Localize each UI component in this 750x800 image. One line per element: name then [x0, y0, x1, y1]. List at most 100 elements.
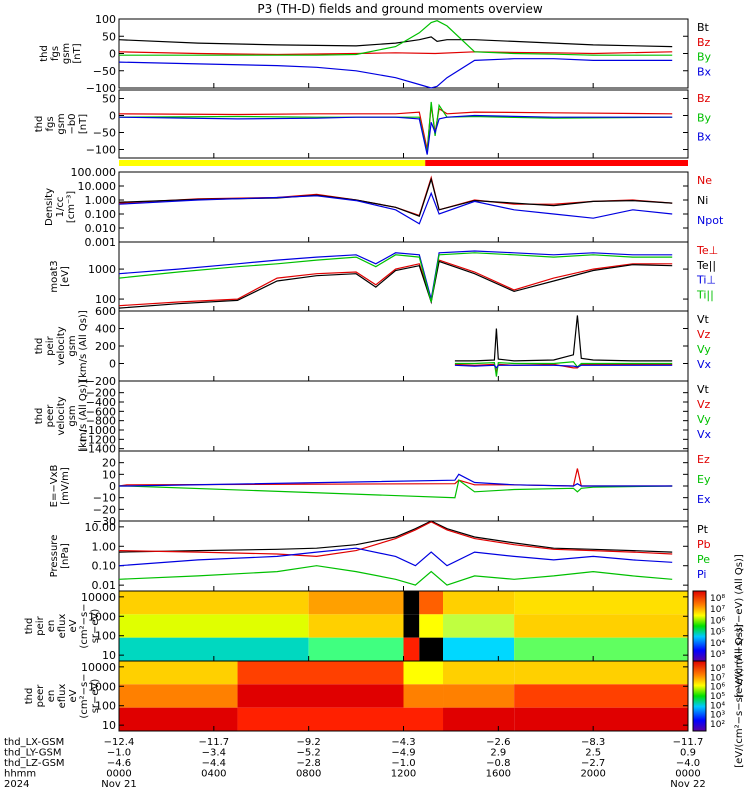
colorbar-tick-label: 10⁵ — [710, 692, 725, 702]
series-line-red — [118, 468, 673, 487]
y-tick-label: 100 — [95, 293, 116, 306]
x-row-value: −9.2 — [297, 737, 321, 748]
y-axis-label-line: eV — [68, 689, 79, 702]
colorbar-tick-label: 10⁶ — [710, 683, 725, 693]
y-tick-label: 50 — [102, 30, 116, 43]
legend-entry: By — [697, 111, 712, 124]
spectrogram-cell — [237, 707, 404, 731]
series-line-green — [119, 479, 673, 499]
x-row-value: −11.7 — [199, 737, 230, 748]
legend-entry: Ex — [697, 493, 711, 506]
spectrogram-cell — [443, 637, 515, 661]
x-row-label: thd_LY-GSM — [4, 748, 61, 759]
legend-entry: Vt — [697, 313, 710, 326]
panel-6: −200−400−600−800−1000−1200−1400thdpeerve… — [34, 380, 712, 456]
y-tick-label: −100 — [86, 82, 116, 95]
y-axis-label-line: sr−eV) — [90, 609, 101, 644]
legend-entry: Ey — [697, 473, 711, 486]
y-tick-label: −200 — [86, 375, 116, 388]
y-axis-label-line: peir — [45, 335, 56, 355]
y-tick-label: 0 — [109, 358, 116, 371]
colorbar-tick-label: 10⁴ — [710, 639, 725, 649]
y-axis-label: Density1/cc[cm⁻³] — [44, 188, 77, 226]
y-tick-label: 1000 — [88, 680, 116, 693]
spectrogram-cell — [237, 684, 404, 708]
y-tick-label: 200 — [95, 340, 116, 353]
y-axis-label-line: [eV] — [60, 266, 71, 287]
y-tick-label: 10000 — [81, 591, 116, 604]
y-tick-label: −200 — [86, 387, 116, 400]
spectrogram-cell — [237, 661, 404, 685]
x-row-value: −1.0 — [391, 758, 415, 769]
colorbar-tick-label: 10⁴ — [710, 701, 725, 711]
legend-entry: Vx — [697, 358, 712, 371]
figure-title: P3 (TH-D) fields and ground moments over… — [257, 2, 542, 16]
y-axis-label-line: en — [46, 620, 57, 633]
spectrogram-cell — [419, 614, 444, 638]
y-tick-label: −30 — [93, 515, 116, 528]
colorbar-label: [eV/(cm²−s−sr−eV) (All Qs)] — [734, 624, 745, 768]
legend-entry: By — [697, 51, 712, 64]
y-tick-label: 1.000 — [85, 194, 117, 207]
x-row-value: 2.5 — [585, 748, 601, 759]
spectrogram-cell — [514, 614, 688, 638]
y-axis-label-line: thd — [24, 618, 35, 635]
y-axis-label: E=−VxB[mV/m] — [49, 465, 71, 508]
y-axis-label-line: velocity — [56, 396, 67, 435]
y-tick-label: −400 — [86, 396, 116, 409]
y-tick-label: 100 — [95, 630, 116, 643]
spectrogram-cell — [514, 707, 688, 731]
y-axis-label-line: velocity — [56, 326, 67, 365]
y-tick-label: 1.00 — [92, 540, 117, 553]
y-axis-label-line: fgs — [45, 116, 56, 131]
x-row-value: −0.8 — [486, 758, 510, 769]
y-axis-label: thdpeirenefluxeV(cm²−s−sr−eV) — [24, 603, 101, 648]
colorbar-tick-label: 10³ — [710, 711, 725, 721]
y-axis-label-line: [km/s (All Qs)] — [78, 310, 89, 382]
colorbar-tick-label: 10³ — [710, 650, 725, 660]
spectrogram-cell — [419, 637, 444, 661]
colorbar-tick-label: 10⁸ — [710, 664, 725, 674]
y-tick-label: 20 — [102, 457, 116, 470]
spectrogram-cell — [308, 591, 404, 615]
colorbar — [692, 660, 707, 732]
legend-entry: Bx — [697, 65, 712, 78]
series-line-black — [454, 315, 673, 362]
spectrogram-cell — [119, 591, 309, 615]
series-line-red — [118, 105, 673, 150]
series-line-green — [454, 361, 673, 377]
x-row-value: −12.4 — [104, 737, 135, 748]
spectrogram-cell — [514, 684, 688, 708]
x-row-value: 0000 — [675, 769, 700, 780]
y-tick-label: 0.010 — [85, 222, 117, 235]
legend-entry: Npot — [697, 214, 724, 227]
legend-entry: Te⊥ — [696, 244, 718, 257]
colorbar-tick-label: 10⁵ — [710, 628, 725, 638]
legend-entry: Vy — [697, 343, 711, 356]
y-axis-label-line: [nPa] — [60, 543, 71, 569]
x-row-value: −1.0 — [107, 748, 131, 759]
legend-entry: Ti|| — [696, 288, 714, 301]
y-axis-label-line: gsm — [67, 335, 78, 356]
colorbar-tick-label: 10⁷ — [710, 605, 725, 615]
y-axis-label-line: [cm⁻³] — [66, 191, 77, 223]
y-axis-label-line: [km/s (All Qs)] — [78, 380, 89, 452]
spectrogram-cell — [119, 614, 309, 638]
series-line-blue — [118, 250, 673, 300]
spectrogram-cell — [443, 661, 515, 685]
colorbar — [692, 590, 707, 662]
spectrogram-cell — [403, 684, 444, 708]
y-axis-label-line: sr−eV) — [90, 679, 101, 714]
legend-entry: Vt — [697, 383, 710, 396]
legend-entry: Pb — [697, 538, 711, 551]
x-row-value: 1600 — [486, 769, 511, 780]
x-row-value: 2.9 — [490, 748, 506, 759]
legend-entry: Vz — [697, 328, 711, 341]
y-axis-label: thdpeervelocitygsm[km/s (All Qs)] — [34, 380, 89, 452]
spectrogram-cell — [419, 591, 444, 615]
series-line-red — [118, 259, 673, 307]
y-tick-label: 600 — [95, 305, 116, 318]
